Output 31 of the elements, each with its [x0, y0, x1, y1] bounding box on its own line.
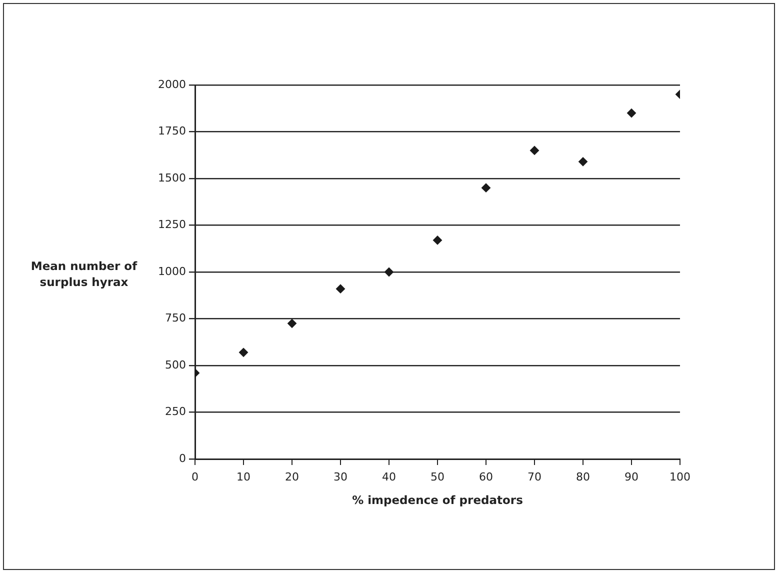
x-tick-label: 30	[334, 470, 348, 484]
point	[288, 318, 296, 328]
y-axis-title: Mean number of surplus hyrax	[30, 258, 138, 290]
y-tick-label: 750	[165, 312, 186, 325]
x-tick-label: 90	[624, 470, 638, 484]
y-tick-label: 250	[165, 405, 186, 418]
x-tick-label: 10	[236, 470, 250, 484]
y-tick-label: 1750	[158, 124, 186, 138]
y-tick-label: 1250	[158, 218, 186, 232]
x-tick-label: 70	[528, 470, 542, 484]
x-tick-label: 50	[430, 470, 444, 484]
x-tick-label: 80	[576, 470, 590, 484]
y-tick-label: 500	[165, 358, 186, 372]
x-axis-title: % impedence of predators	[352, 493, 524, 508]
x-tick-label: 0	[192, 470, 198, 484]
y-tick-label: 1000	[158, 264, 186, 278]
y-tick-label: 0	[179, 452, 186, 465]
x-tick-label: 20	[285, 470, 299, 484]
y-tick-label: 2000	[158, 78, 186, 91]
point	[530, 146, 539, 155]
point	[336, 284, 345, 294]
point	[239, 348, 248, 357]
point	[433, 236, 442, 245]
point	[627, 108, 636, 118]
x-tick-label: 60	[479, 470, 493, 484]
point	[578, 157, 588, 166]
point	[482, 183, 490, 192]
y-tick-label: 1500	[158, 171, 186, 184]
x-tick-label: 40	[382, 470, 396, 484]
x-tick-label: 100	[670, 470, 690, 484]
point	[384, 268, 394, 276]
